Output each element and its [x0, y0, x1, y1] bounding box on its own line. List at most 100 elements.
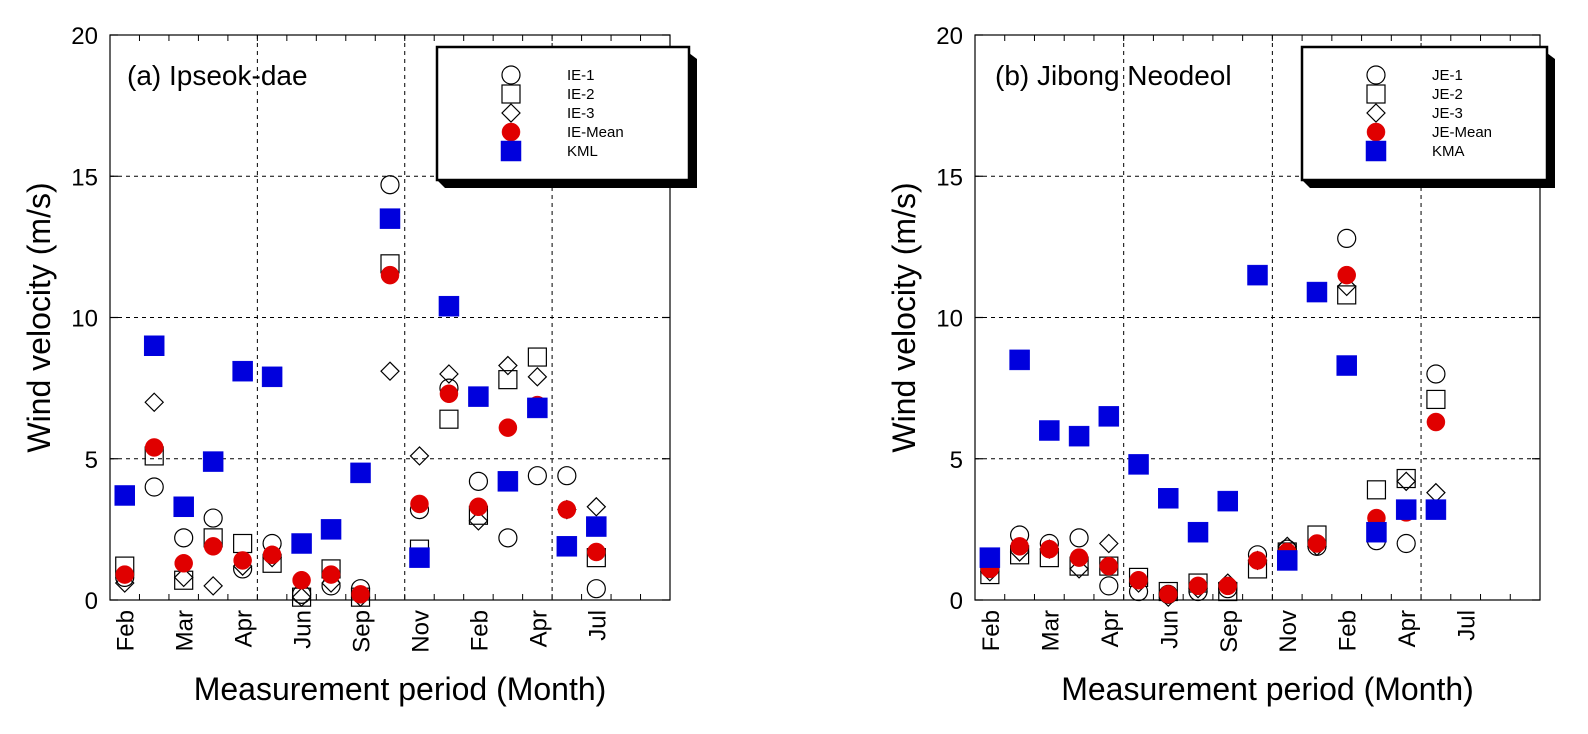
legend-label: JE-1 — [1432, 67, 1463, 84]
data-point — [1098, 533, 1119, 554]
panel-title: (b) Jibong Neodeol — [995, 60, 1232, 91]
data-point — [291, 533, 312, 554]
y-axis-title: Wind velocity (m/s) — [886, 182, 922, 452]
data-point — [1188, 576, 1208, 596]
legend-label: IE-3 — [567, 105, 595, 122]
data-point — [1069, 548, 1089, 567]
x-tick-label: Feb — [978, 610, 1005, 651]
x-tick-label: Apr — [1097, 610, 1124, 647]
data-point — [498, 418, 518, 437]
x-tick-label: Feb — [113, 610, 140, 651]
legend-marker — [1366, 65, 1386, 85]
panel-title: (a) Ipseok-dae — [127, 60, 308, 91]
x-tick-label: Apr — [1394, 610, 1421, 647]
series-ie-1 — [115, 175, 606, 604]
data-point — [409, 547, 430, 568]
y-tick-label: 10 — [936, 306, 963, 333]
data-point — [1039, 420, 1060, 441]
data-point — [1426, 389, 1446, 410]
data-point — [498, 370, 518, 390]
data-point — [202, 451, 224, 472]
y-tick-label: 10 — [71, 306, 98, 333]
data-point — [1336, 355, 1357, 376]
legend-marker — [1366, 84, 1386, 104]
x-tick-label: Sep — [1216, 610, 1243, 653]
series-kma — [979, 264, 1447, 571]
x-tick-label: Apr — [525, 610, 552, 647]
data-point — [1248, 551, 1267, 570]
data-point — [1366, 521, 1387, 543]
legend-label: IE-Mean — [567, 124, 624, 141]
data-point — [291, 587, 312, 608]
data-point — [203, 508, 223, 528]
data-point — [1218, 576, 1238, 596]
data-point — [203, 537, 223, 556]
data-point — [586, 516, 607, 537]
data-point — [498, 355, 518, 376]
data-point — [1337, 265, 1356, 285]
x-tick-label: Mar — [1037, 610, 1064, 651]
data-point — [1068, 425, 1090, 447]
y-tick-label: 5 — [85, 447, 98, 474]
y-axis-title: Wind velocity (m/s) — [21, 182, 57, 452]
data-point — [143, 335, 165, 356]
data-point — [1426, 412, 1446, 432]
data-point — [557, 500, 577, 519]
data-point — [1366, 480, 1387, 500]
data-point — [321, 565, 341, 584]
data-point — [1247, 264, 1268, 286]
data-point — [497, 471, 519, 492]
x-axis-title: Measurement period (Month) — [194, 671, 607, 707]
legend-label: JE-2 — [1432, 86, 1463, 103]
legend-marker — [501, 103, 521, 123]
data-point — [380, 361, 400, 382]
data-point — [114, 485, 135, 506]
data-point — [1426, 364, 1446, 384]
data-point — [557, 466, 577, 486]
y-tick-label: 0 — [950, 588, 963, 615]
data-point — [527, 366, 548, 387]
data-point — [1098, 406, 1120, 427]
data-point — [586, 579, 606, 599]
legend-label: JE-3 — [1432, 105, 1463, 122]
legend-label: KML — [567, 143, 598, 160]
data-point — [1129, 570, 1148, 590]
data-point — [1069, 559, 1089, 579]
data-point — [556, 536, 578, 557]
legend: IE-1 IE-2 IE-3 IE-Mean KML — [435, 45, 697, 188]
data-point — [1396, 468, 1416, 489]
data-point — [1187, 521, 1209, 543]
data-point — [1425, 499, 1447, 520]
data-point — [498, 528, 518, 548]
x-tick-label: Apr — [231, 610, 258, 647]
panel-ipseok-dae: 0 5 10 15 20 Feb Mar Apr Jun Sep Nov Feb Apr Jul Measu… — [21, 23, 697, 707]
data-point — [233, 533, 253, 554]
data-point — [1395, 499, 1417, 520]
legend-marker — [500, 140, 522, 162]
data-point — [115, 565, 134, 584]
y-tick-label: 15 — [71, 164, 98, 191]
legend-label: KMA — [1432, 143, 1465, 160]
data-point — [468, 386, 489, 407]
data-point — [232, 360, 253, 382]
data-point — [380, 265, 400, 285]
data-point — [173, 567, 194, 588]
data-point — [380, 175, 400, 195]
data-point — [468, 471, 489, 491]
legend-marker — [1365, 140, 1387, 162]
y-tick-label: 5 — [950, 447, 963, 474]
data-point — [587, 542, 606, 562]
legend-marker — [501, 84, 521, 104]
x-tick-label: Jul — [584, 610, 611, 641]
data-point — [144, 477, 164, 497]
data-point — [351, 585, 370, 604]
data-point — [1099, 556, 1119, 576]
data-point — [586, 496, 607, 517]
data-point — [1426, 482, 1446, 503]
data-point — [1069, 528, 1089, 548]
legend-box — [1300, 45, 1549, 182]
x-axis-title: Measurement period (Month) — [1061, 671, 1474, 707]
legend-label: IE-2 — [567, 86, 595, 103]
data-point — [174, 554, 193, 573]
